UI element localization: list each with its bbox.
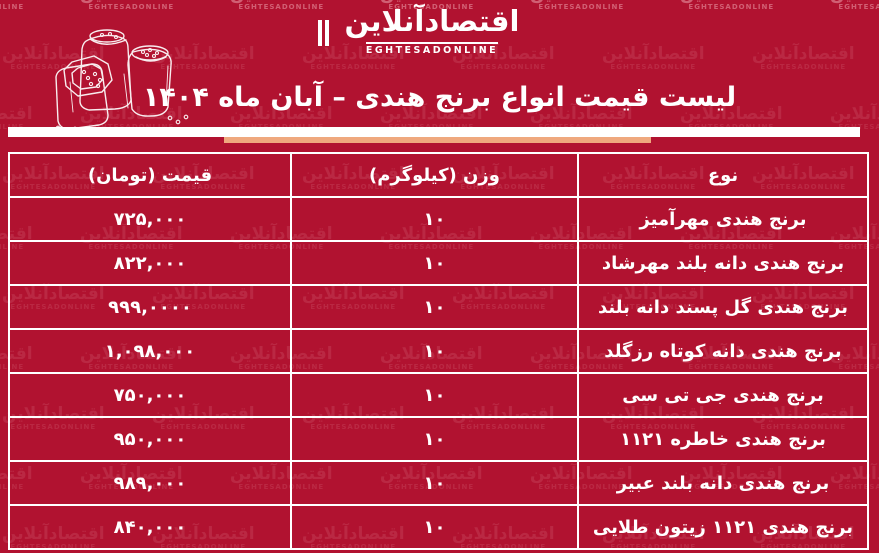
rice-sacks-illustration (55, 29, 189, 137)
table-row: برنج هندی ۱۱۲۱ زیتون طلایی ۱۰ ۸۴۰,۰۰۰ (8, 504, 869, 550)
type-cell: برنج هندی خاطره ۱۱۲۱ (577, 416, 869, 462)
table-header-row: نوع وزن (کیلوگرم) قیمت (تومان) (8, 152, 869, 198)
weight-cell: ۱۰ (290, 460, 579, 506)
table-row: برنج هندی مهرآمیز ۱۰ ۷۲۵,۰۰۰ (8, 196, 869, 242)
type-cell: برنج هندی دانه بلند عبیر (577, 460, 869, 506)
table-row: برنج هندی گل پسند دانه بلند ۱۰ ۹۹۹,۰۰۰۰ (8, 284, 869, 330)
column-header-type: نوع (577, 152, 869, 198)
price-cell: ۹۵۰,۰۰۰ (8, 416, 292, 462)
weight-cell: ۱۰ (290, 372, 579, 418)
brand-logo: اقتصادآنلاین EGHTESADONLINE (318, 4, 532, 57)
price-cell: ۸۲۲,۰۰۰ (8, 240, 292, 286)
price-cell: ۹۹۹,۰۰۰۰ (8, 284, 292, 330)
table-row: برنج هندی جی تی سی ۱۰ ۷۵۰,۰۰۰ (8, 372, 869, 418)
header: اقتصادآنلاین EGHTESADONLINE لیست قیمت ان… (0, 0, 879, 152)
price-cell: ۷۲۵,۰۰۰ (8, 196, 292, 242)
price-cell: ۸۴۰,۰۰۰ (8, 504, 292, 550)
price-cell: ۷۵۰,۰۰۰ (8, 372, 292, 418)
weight-cell: ۱۰ (290, 416, 579, 462)
logo-bars-icon (318, 20, 329, 46)
table-row: برنج هندی دانه کوتاه رزگلد ۱۰ ۱,۰۹۸,۰۰۰ (8, 328, 869, 374)
weight-cell: ۱۰ (290, 328, 579, 374)
weight-cell: ۱۰ (290, 504, 579, 550)
weight-cell: ۱۰ (290, 284, 579, 330)
price-cell: ۹۸۹,۰۰۰ (8, 460, 292, 506)
type-cell: برنج هندی دانه کوتاه رزگلد (577, 328, 869, 374)
price-table-body: برنج هندی مهرآمیز ۱۰ ۷۲۵,۰۰۰ برنج هندی دانه… (8, 196, 869, 550)
divider-bar-orange (224, 137, 651, 143)
brand-logo-en: EGHTESADONLINE (365, 41, 499, 56)
price-cell: ۱,۰۹۸,۰۰۰ (8, 328, 292, 374)
weight-cell: ۱۰ (290, 196, 579, 242)
divider-bar-white (8, 127, 860, 137)
type-cell: برنج هندی ۱۱۲۱ زیتون طلایی (577, 504, 869, 550)
type-cell: برنج هندی جی تی سی (577, 372, 869, 418)
weight-cell: ۱۰ (290, 240, 579, 286)
table-row: برنج هندی دانه بلند مهرشاد ۱۰ ۸۲۲,۰۰۰ (8, 240, 869, 286)
brand-logo-fa: اقتصادآنلاین (344, 4, 520, 38)
table-row: برنج هندی دانه بلند عبیر ۱۰ ۹۸۹,۰۰۰ (8, 460, 869, 506)
column-header-weight: وزن (کیلوگرم) (290, 152, 579, 198)
type-cell: برنج هندی گل پسند دانه بلند (577, 284, 869, 330)
page-title: لیست قیمت انواع برنج هندی – آبان ماه ۱۴۰… (142, 82, 737, 113)
type-cell: برنج هندی مهرآمیز (577, 196, 869, 242)
column-header-price: قیمت (تومان) (8, 152, 292, 198)
type-cell: برنج هندی دانه بلند مهرشاد (577, 240, 869, 286)
price-table: نوع وزن (کیلوگرم) قیمت (تومان) برنج هندی… (8, 152, 869, 550)
table-row: برنج هندی خاطره ۱۱۲۱ ۱۰ ۹۵۰,۰۰۰ (8, 416, 869, 462)
